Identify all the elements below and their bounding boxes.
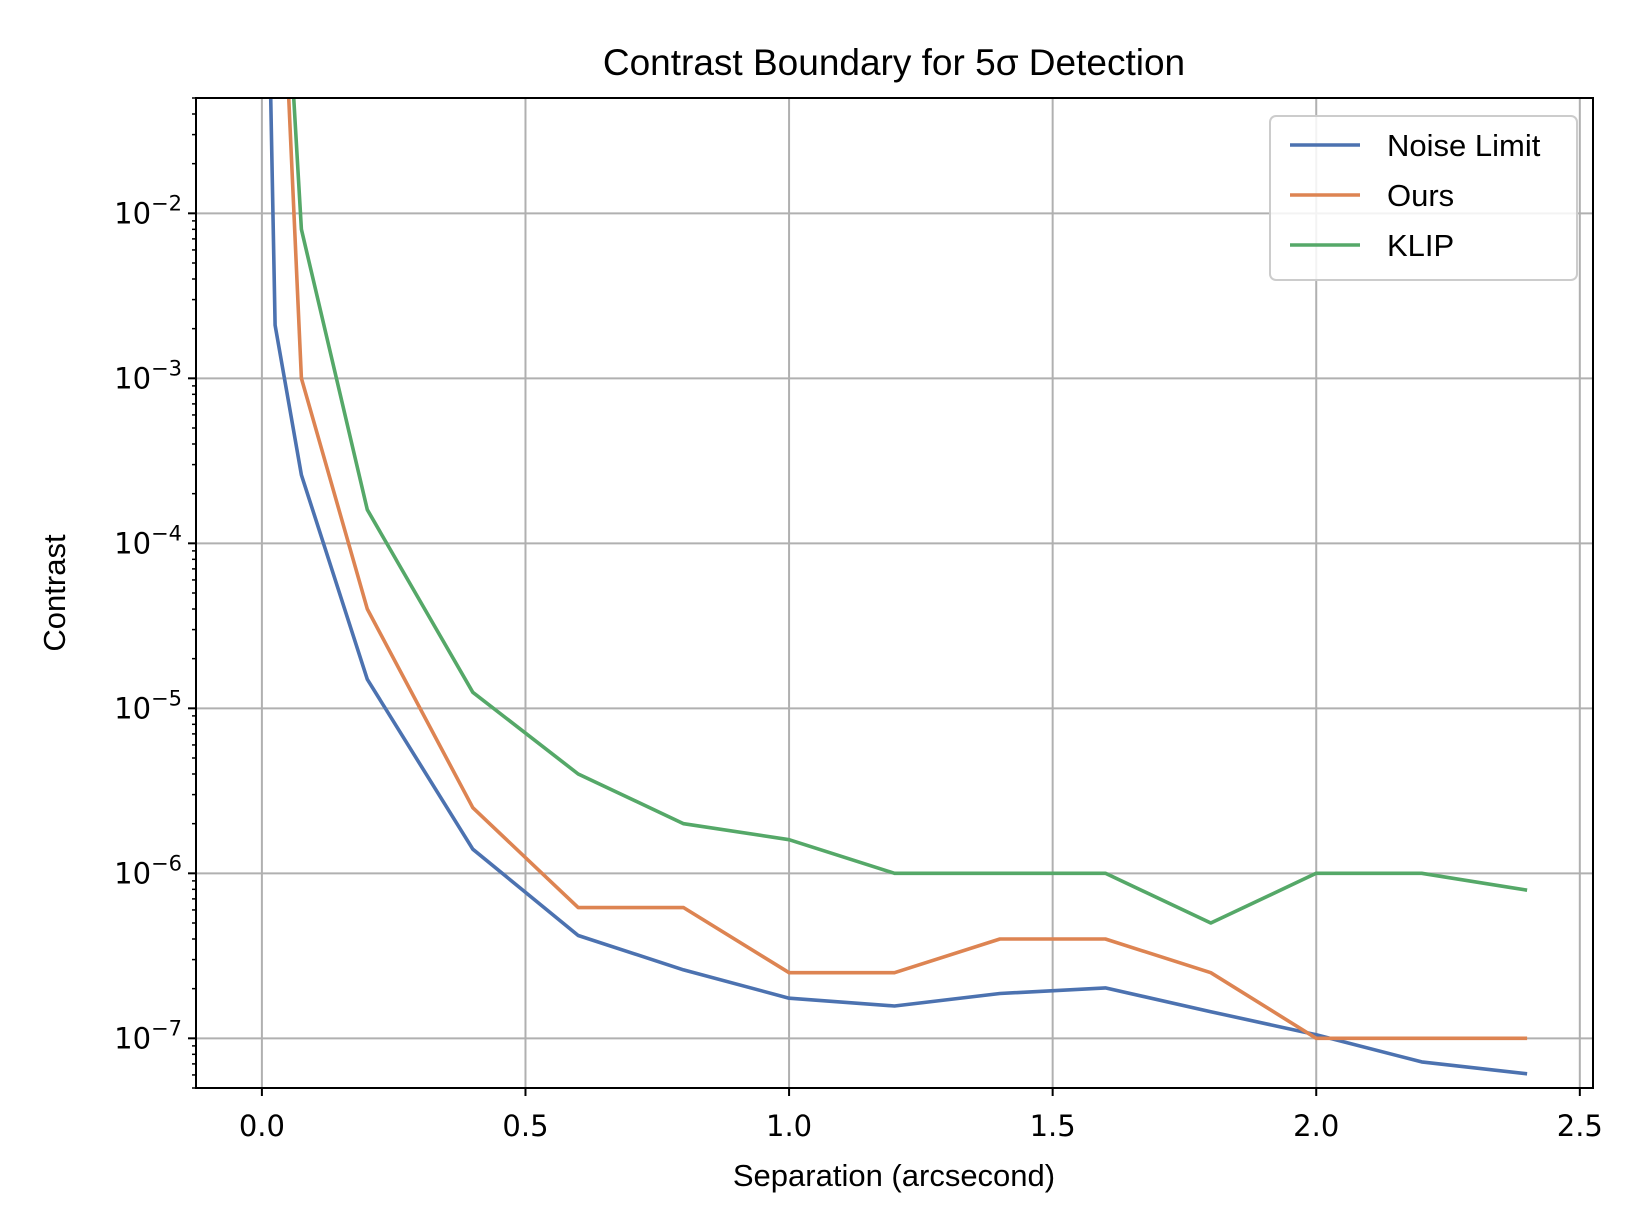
x-tick-label: 1.0 [766, 1109, 812, 1143]
x-tick-label: 0.0 [239, 1109, 285, 1143]
x-tick-label: 0.5 [502, 1109, 548, 1143]
lines-layer [268, 98, 1528, 1076]
chart-title: Contrast Boundary for 5σ Detection [603, 42, 1185, 83]
legend-label-noise-limit: Noise Limit [1387, 128, 1541, 163]
legend-label-ours: Ours [1387, 178, 1454, 213]
x-axis-label: Separation (arcsecond) [733, 1158, 1055, 1193]
legend-frame [1269, 115, 1578, 281]
y-axis-label: Contrast [37, 534, 72, 652]
x-tick-label: 1.5 [1030, 1109, 1076, 1143]
y-tick-label: 10−2 [114, 191, 182, 230]
y-tick-label: 10−3 [114, 356, 182, 395]
grid-layer [196, 98, 1593, 1088]
x-tick-label: 2.0 [1293, 1109, 1339, 1143]
legend: Noise Limit Ours KLIP [1269, 115, 1578, 281]
y-tick-label: 10−4 [114, 521, 182, 560]
legend-label-klip: KLIP [1387, 228, 1454, 263]
series-line-ours [286, 98, 1528, 1041]
y-tick-label: 10−6 [114, 851, 182, 890]
x-tick-label: 2.5 [1557, 1109, 1603, 1143]
y-tick-label: 10−7 [114, 1016, 182, 1055]
series-line-klip [291, 98, 1528, 925]
y-tick-label: 10−5 [114, 686, 182, 725]
ticks-layer: 0.0 0.5 1.0 1.5 2.0 2.5 10−2 10−3 10−4 10−5 10−6 10… [114, 97, 1603, 1143]
series-line-noise-limit [268, 98, 1528, 1076]
